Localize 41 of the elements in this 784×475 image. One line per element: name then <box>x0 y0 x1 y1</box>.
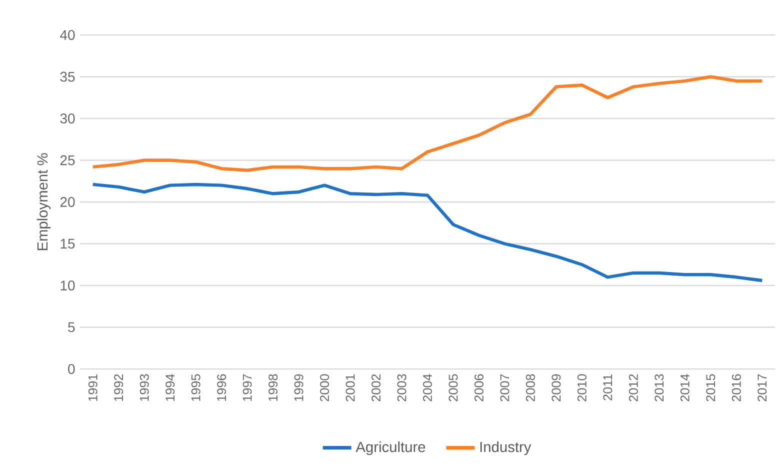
x-tick-label: 1998 <box>268 374 278 401</box>
line-series <box>91 182 764 282</box>
legend-label: Industry <box>480 441 532 456</box>
y-tick-label: 40 <box>60 30 75 40</box>
y-tick-label: 30 <box>60 114 75 124</box>
y-tick-label: 35 <box>60 72 75 82</box>
x-tick-label: 2002 <box>372 374 381 402</box>
x-tick-label: 2005 <box>448 374 458 402</box>
x-tick-label: 2011 <box>603 374 612 400</box>
x-tick-label: 2000 <box>320 374 330 402</box>
x-tick-label: 2017 <box>758 374 767 402</box>
y-tick-label: 25 <box>60 155 75 166</box>
x-tick-label: 1993 <box>140 374 149 401</box>
x-tick-label: 1995 <box>191 374 200 401</box>
x-tick-label: 2016 <box>732 374 741 402</box>
x-tick-label: 1997 <box>242 374 252 401</box>
y-tick-label: 0 <box>68 364 75 374</box>
x-tick-label: 1996 <box>217 374 226 401</box>
x-tick-label: 2012 <box>628 374 638 402</box>
x-tick-label: 2010 <box>577 374 586 402</box>
x-tick-label: 1994 <box>166 374 175 401</box>
x-tick-label: 2008 <box>526 374 535 402</box>
y-tick-label: 10 <box>60 280 75 290</box>
line-series <box>91 75 764 172</box>
x-tick-label: 2003 <box>397 374 406 402</box>
y-tick-label: 5 <box>68 322 75 332</box>
y-axis-title: Employment % <box>36 153 51 250</box>
y-tick-label: 15 <box>60 238 75 249</box>
x-tick-label: 2013 <box>654 374 664 402</box>
y-tick-label: 20 <box>60 197 75 207</box>
x-tick-label: 2009 <box>552 374 561 402</box>
x-tick-label: 1999 <box>294 374 304 401</box>
x-tick-label: 1991 <box>88 374 98 401</box>
x-tick-label: 2006 <box>474 374 484 402</box>
x-tick-label: 2015 <box>706 374 716 402</box>
x-tick-label: 2001 <box>346 374 355 402</box>
x-tick-label: 2007 <box>500 374 510 402</box>
x-tick-label: 2014 <box>680 374 690 402</box>
x-tick-label: 1992 <box>114 374 124 401</box>
x-tick-label: 2004 <box>423 374 432 402</box>
legend-label: Agriculture <box>356 441 426 456</box>
